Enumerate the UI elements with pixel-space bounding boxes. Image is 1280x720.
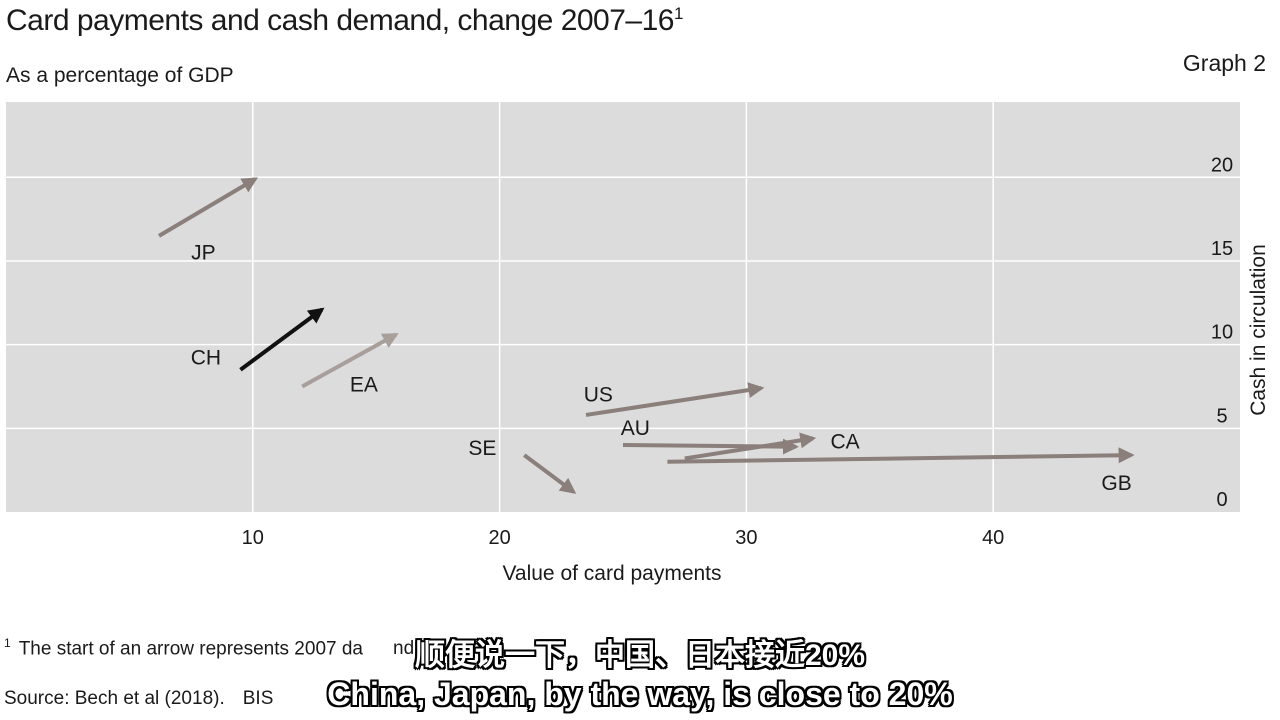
chart-subtitle: As a percentage of GDP: [6, 64, 234, 87]
y-tick-label: 5: [1216, 405, 1227, 427]
tick-labels-layer: 10 20 30 40 0 5 10 15 20: [242, 154, 1233, 549]
title-footnote-mark: 1: [673, 4, 683, 23]
point-labels-layer: JP CH EA US AU CA SE GB: [191, 241, 1132, 495]
y-axis-label: Cash in circulation: [1247, 244, 1270, 416]
point-label-au: AU: [621, 417, 650, 440]
arrow-gb: [667, 447, 1135, 464]
arrow-chart: JP CH EA US AU CA SE GB 10 20 30 40 0 5 10 15 20 Value …: [6, 102, 1270, 585]
footnote-mark: 1: [4, 636, 11, 650]
point-label-jp: JP: [191, 241, 216, 264]
footnote-text: The start of an arrow represents 2007 da: [18, 638, 363, 660]
footnote: 1 The start of an arrow represents 2007 d…: [4, 636, 473, 660]
point-label-se: SE: [468, 437, 496, 460]
chart-title: Card payments and cash demand, change 20…: [6, 4, 683, 38]
arrow-jp: [157, 177, 259, 238]
arrow-ch: [239, 307, 325, 372]
graph-number-label: Graph 2: [1182, 50, 1266, 76]
arrow-se: [523, 453, 577, 494]
gridlines: [6, 102, 1240, 512]
arrows-layer: [157, 177, 1135, 494]
point-label-ca: CA: [831, 430, 860, 453]
y-tick-label: 15: [1211, 238, 1233, 260]
point-label-us: US: [584, 384, 613, 407]
x-tick-label: 30: [735, 527, 757, 549]
arrow-ea: [301, 332, 399, 389]
source-line: Source: Bech et al (2018). BIS: [4, 688, 273, 710]
source-text: Source: Bech et al (2018).: [4, 688, 225, 709]
y-tick-label: 10: [1211, 322, 1233, 344]
x-tick-label: 40: [982, 527, 1004, 549]
point-label-ch: CH: [191, 347, 221, 370]
y-tick-label: 20: [1211, 154, 1233, 176]
point-label-gb: GB: [1101, 472, 1131, 495]
arrow-us: [585, 382, 765, 417]
x-axis-label: Value of card payments: [502, 562, 721, 585]
video-caption-chinese: 顺便说一下，中国、日本接近20%: [414, 639, 866, 672]
point-label-ea: EA: [350, 374, 378, 397]
footnote-tail-text: nd repres: [393, 638, 474, 660]
arrow-ca: [684, 432, 817, 461]
chart-title-text: Card payments and cash demand, change 20…: [6, 4, 674, 37]
source-tail-text: BIS: [242, 688, 274, 709]
x-tick-label: 10: [242, 527, 264, 549]
plot-area: [6, 102, 1240, 512]
video-caption-english: China, Japan, by the way, is close to 20…: [327, 676, 953, 712]
x-tick-label: 20: [488, 527, 510, 549]
y-tick-label: 0: [1216, 489, 1227, 511]
